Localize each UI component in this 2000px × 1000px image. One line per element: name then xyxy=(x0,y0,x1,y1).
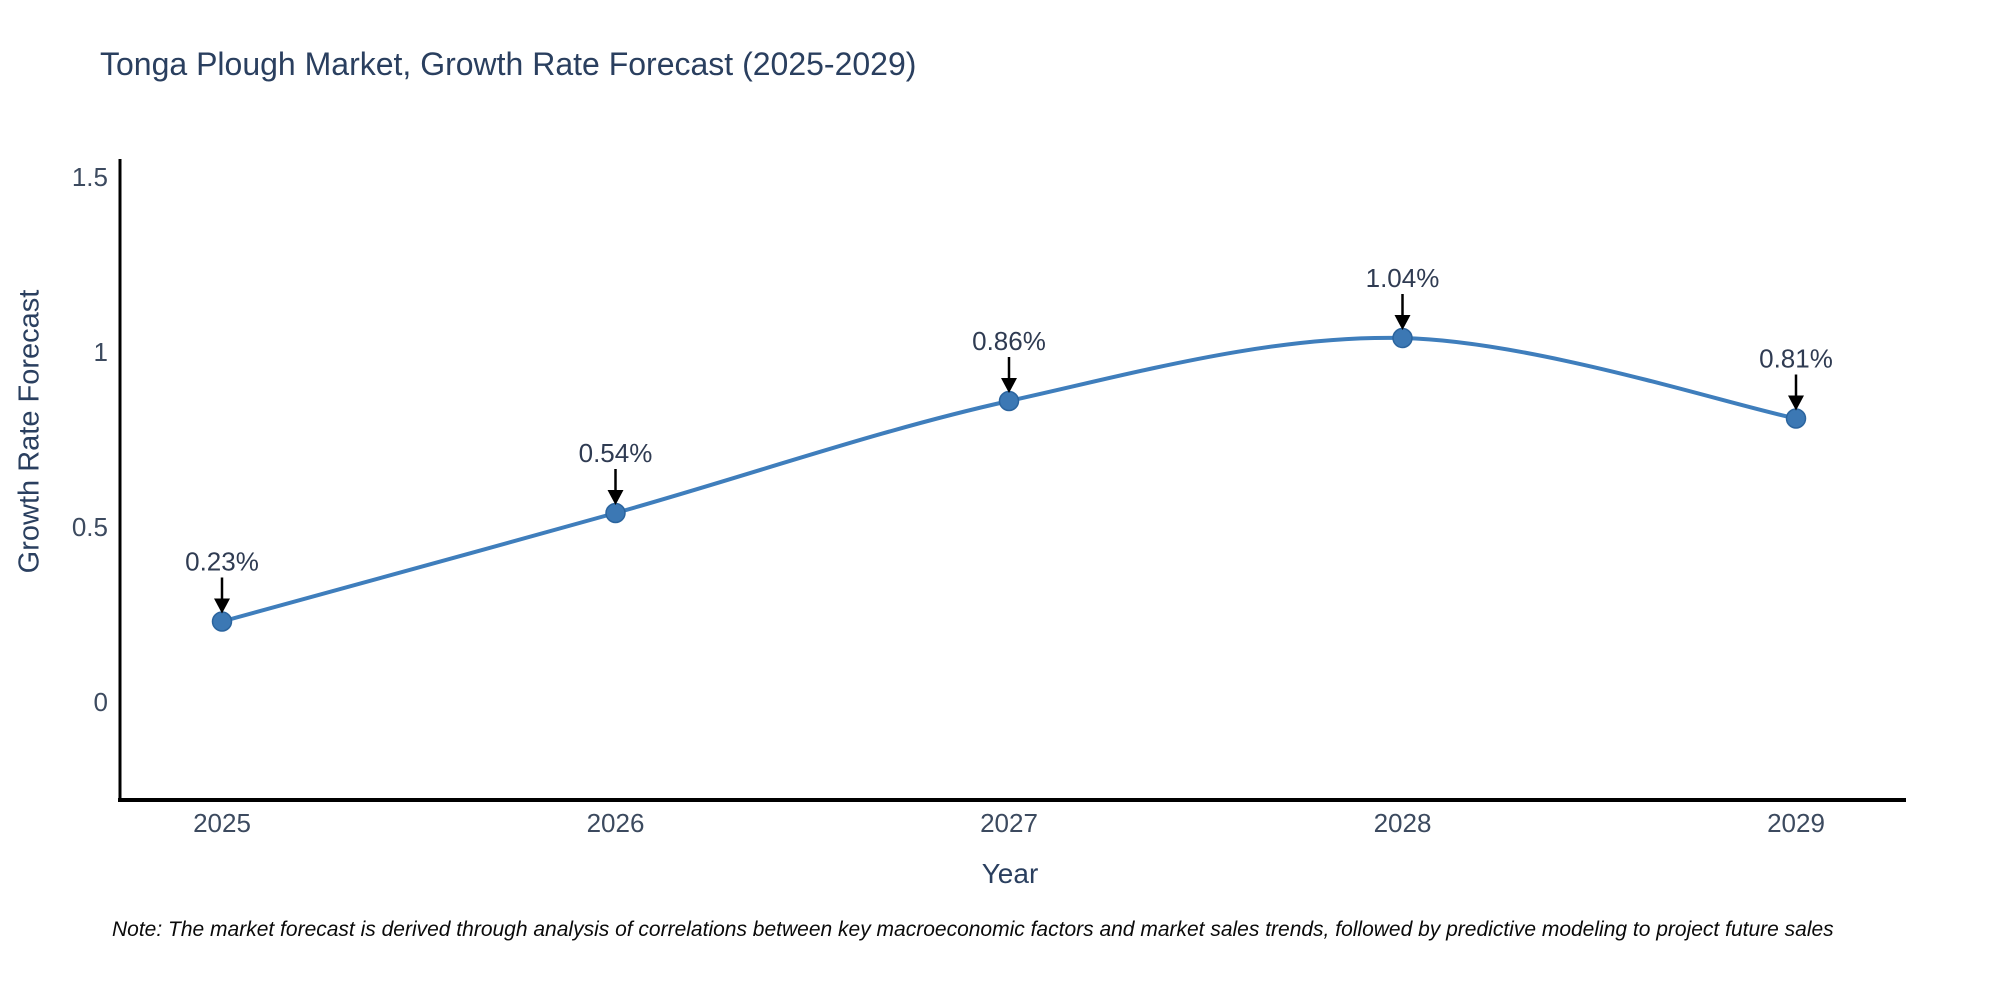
x-tick-label: 2025 xyxy=(193,808,251,838)
x-axis-title: Year xyxy=(981,858,1039,889)
data-point-marker xyxy=(998,390,1020,412)
data-point-label: 0.54% xyxy=(579,438,653,468)
chart-title: Tonga Plough Market, Growth Rate Forecas… xyxy=(100,46,917,82)
x-tick-label: 2026 xyxy=(587,808,645,838)
data-point-label: 0.23% xyxy=(185,547,259,577)
annotation-arrowhead xyxy=(214,598,230,614)
x-tick-label: 2029 xyxy=(1767,808,1825,838)
x-tick-label: 2027 xyxy=(980,808,1038,838)
annotation-arrowhead xyxy=(1001,378,1017,393)
x-tick-label: 2028 xyxy=(1374,808,1432,838)
annotation-arrowhead xyxy=(1394,315,1411,330)
y-tick-label: 1.5 xyxy=(72,162,108,192)
annotation-arrowhead xyxy=(607,490,624,505)
y-tick-label: 1 xyxy=(94,337,108,367)
annotation-arrowhead xyxy=(1788,395,1804,411)
y-tick-label: 0.5 xyxy=(72,512,108,542)
data-point-label: 1.04% xyxy=(1366,263,1440,293)
y-tick-label: 0 xyxy=(94,687,108,717)
footnote: Note: The market forecast is derived thr… xyxy=(112,918,1834,941)
y-axis-title: Growth Rate Forecast xyxy=(13,289,46,574)
data-point-marker xyxy=(211,611,233,632)
data-point-marker xyxy=(605,502,626,524)
data-point-label: 0.86% xyxy=(972,326,1046,356)
data-point-marker xyxy=(1785,408,1807,429)
data-point-label: 0.81% xyxy=(1759,344,1833,374)
data-point-marker xyxy=(1392,327,1413,349)
